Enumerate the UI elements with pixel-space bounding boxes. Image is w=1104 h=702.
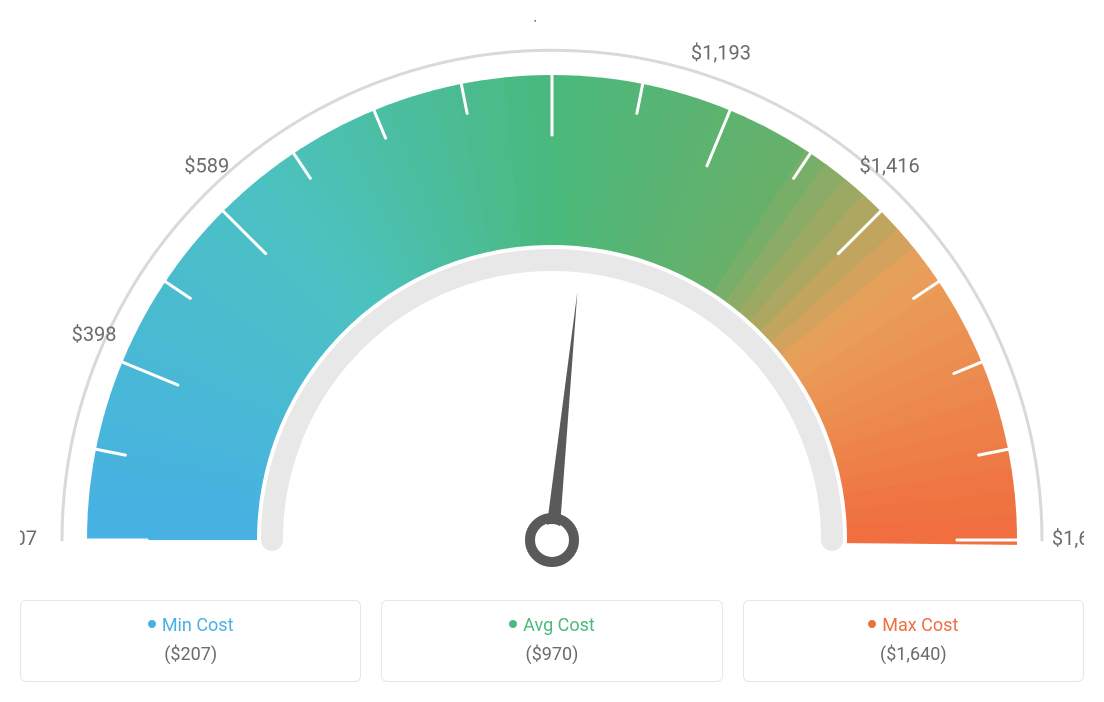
legend-avg-title-text: Avg Cost	[523, 615, 595, 636]
legend-card-max: Max Cost ($1,640)	[743, 600, 1084, 682]
legend-max-title: Max Cost	[744, 615, 1083, 636]
legend-min-title-text: Min Cost	[162, 615, 234, 636]
cost-gauge-chart: $207 $398 $589 $970 $1,193 $1,416 $1,640 Min C…	[20, 20, 1084, 682]
legend-card-min: Min Cost ($207)	[20, 600, 361, 682]
scale-label: $970	[530, 20, 575, 25]
legend-max-title-text: Max Cost	[882, 615, 958, 636]
dot-icon	[509, 620, 517, 628]
scale-label: $207	[20, 526, 37, 550]
dot-icon	[868, 620, 876, 628]
legend-max-value: ($1,640)	[744, 644, 1083, 665]
dot-icon	[148, 620, 156, 628]
scale-label: $1,640	[1052, 526, 1084, 550]
legend-row: Min Cost ($207) Avg Cost ($970) Max Cost…	[20, 600, 1084, 682]
scale-label: $398	[72, 322, 117, 346]
scale-label: $1,416	[860, 153, 920, 177]
legend-avg-value: ($970)	[382, 644, 721, 665]
legend-card-avg: Avg Cost ($970)	[381, 600, 722, 682]
gauge-svg: $207 $398 $589 $970 $1,193 $1,416 $1,640	[20, 20, 1084, 580]
legend-avg-title: Avg Cost	[382, 615, 721, 636]
legend-min-value: ($207)	[21, 644, 360, 665]
scale-label: $589	[184, 153, 229, 177]
scale-label: $1,193	[691, 41, 751, 65]
legend-min-title: Min Cost	[21, 615, 360, 636]
